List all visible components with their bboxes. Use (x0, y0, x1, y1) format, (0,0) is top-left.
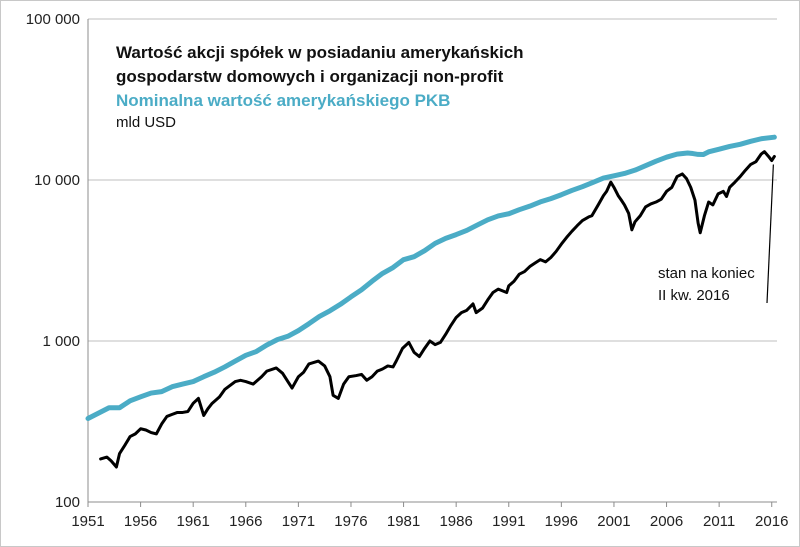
annotation-line-2: II kw. 2016 (658, 287, 730, 304)
x-tick-label-0: 1951 (71, 513, 104, 530)
x-tick-label-13: 2016 (755, 513, 788, 530)
y-tick-label-0: 100 (55, 494, 80, 511)
x-tick-label-1: 1956 (124, 513, 157, 530)
y-tick-label-2: 10 000 (34, 172, 80, 189)
x-tick-label-12: 2011 (703, 513, 735, 530)
chart-title-line-1: Wartość akcji spółek w posiadaniu ameryk… (116, 43, 524, 62)
annotation-text: stan na koniec II kw. 2016 (658, 263, 755, 307)
y-axis-unit-label: mld USD (116, 114, 177, 131)
chart-legend: Wartość akcji spółek w posiadaniu ameryk… (116, 41, 524, 133)
series-line-equities (99, 150, 776, 469)
axis-layer (87, 19, 777, 507)
annotation-line-1: stan na koniec (658, 265, 755, 282)
x-tick-label-4: 1971 (282, 513, 315, 530)
x-tick-label-7: 1986 (439, 513, 472, 530)
x-tick-label-5: 1976 (334, 513, 367, 530)
chart-subtitle: Nominalna wartość amerykańskiego PKB (116, 91, 451, 110)
x-tick-label-3: 1966 (229, 513, 262, 530)
x-tick-label-10: 2001 (597, 513, 630, 530)
annotation-leader-line (766, 164, 774, 304)
series-line-gdp (85, 134, 777, 422)
series-layer (85, 134, 777, 469)
x-tick-label-2: 1961 (177, 513, 210, 530)
x-tick-label-6: 1981 (387, 513, 420, 530)
y-tick-label-3: 100 000 (26, 11, 80, 28)
x-tick-label-9: 1996 (545, 513, 578, 530)
label-layer: 100 1 000 10 000 100 000 1951 1956 1961 1966 197… (26, 11, 789, 530)
x-tick-label-8: 1991 (492, 513, 525, 530)
chart-title-line-2: gospodarstw domowych i organizacji non-p… (116, 67, 504, 86)
y-tick-label-1: 1 000 (42, 333, 80, 350)
x-tick-label-11: 2006 (650, 513, 683, 530)
